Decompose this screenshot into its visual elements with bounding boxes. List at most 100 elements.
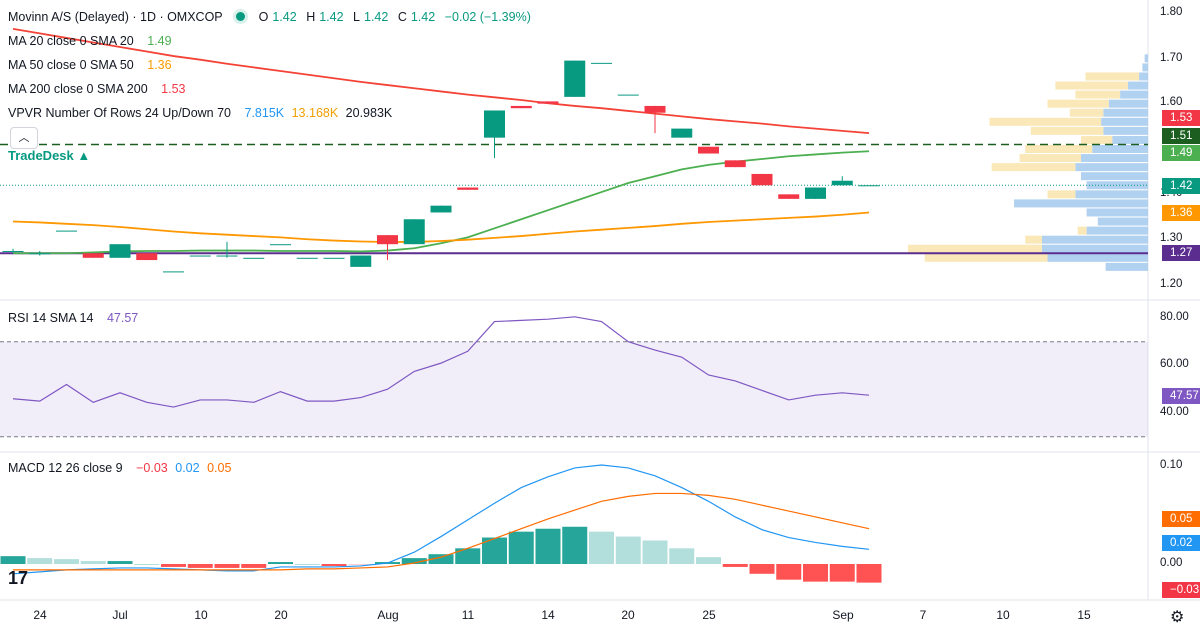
volume-profile-down-bar — [1075, 90, 1121, 99]
volume-profile-up-bar — [1103, 108, 1148, 117]
volume-profile-down-bar — [1047, 190, 1076, 199]
candle-body — [216, 255, 238, 257]
time-axis-label: 7 — [919, 608, 927, 622]
price-axis-label: 1.30 — [1160, 232, 1183, 244]
macd-histogram-bar — [134, 564, 160, 565]
macd-histogram-bar — [321, 564, 347, 566]
rsi-legend[interactable]: RSI 14 SMA 14 47.57 — [8, 311, 139, 325]
macd-hist-value: 0.05 — [207, 461, 232, 475]
volume-profile-up-bar — [1086, 226, 1148, 235]
macd-axis-label: 0.10 — [1160, 459, 1183, 471]
macd-histogram-bar — [455, 548, 481, 564]
time-axis-label: 25 — [702, 608, 716, 622]
volume-profile-up-bar — [1086, 181, 1148, 190]
volume-profile-down-bar — [991, 163, 1076, 172]
candle-body — [189, 255, 211, 257]
macd-histogram-bar — [749, 564, 775, 574]
high-value: 1.42 — [319, 10, 344, 24]
volume-profile-up-bar — [1014, 199, 1148, 208]
volume-profile-up-bar — [1144, 54, 1148, 63]
volume-profile-up-bar — [1139, 72, 1148, 81]
close-value: 1.42 — [410, 10, 436, 24]
candle-body — [698, 146, 719, 154]
candle-body — [457, 187, 479, 190]
macd-histogram-bar — [214, 564, 240, 568]
volume-profile-up-bar — [1075, 163, 1148, 172]
price-axis-label: 1.70 — [1160, 52, 1183, 64]
candle-body — [617, 94, 639, 96]
candle-body — [644, 105, 666, 113]
volume-profile-down-bar — [924, 253, 1048, 262]
rsi-axis-label: 80.00 — [1160, 311, 1189, 323]
rsi-axis-label: 60.00 — [1160, 358, 1189, 370]
candle-body — [29, 253, 51, 255]
rsi-band — [0, 341, 1148, 437]
last-price-tag: 1.42 — [1162, 178, 1200, 194]
macd-histogram-bar — [161, 564, 186, 567]
gear-icon[interactable]: ⚙ — [1170, 609, 1185, 626]
symbol-header: Movinn A/S (Delayed) · 1D · OMXCOP O 1.42… — [8, 10, 531, 24]
macd-histogram-bar — [107, 561, 133, 564]
time-axis-label: Aug — [377, 608, 399, 622]
macd-histogram-bar — [696, 557, 721, 564]
volume-profile-down-bar — [1019, 154, 1082, 163]
candle-body — [671, 128, 693, 138]
macd-value: −0.03 — [136, 461, 168, 475]
candle-body — [510, 105, 532, 109]
volume-profile-up-bar — [1081, 172, 1148, 181]
low-value: 1.42 — [364, 10, 389, 24]
candle-body — [403, 219, 425, 245]
volume-profile-up-bar — [1127, 81, 1148, 90]
candle-body — [831, 180, 853, 186]
macd-histogram-bar — [776, 564, 802, 580]
time-axis-label: 24 — [33, 608, 47, 622]
time-axis-label: 20 — [621, 608, 635, 622]
candle-body — [430, 205, 452, 213]
macd-histogram-bar — [803, 564, 828, 582]
macd-line — [12, 464, 870, 575]
macd-histogram-bar — [856, 564, 882, 583]
volume-profile-down-bar — [1077, 226, 1087, 235]
ma200-price-tag: 1.53 — [1162, 110, 1200, 126]
candle-body — [591, 62, 612, 64]
macd-histogram-bar — [615, 536, 641, 564]
market-status-icon — [236, 12, 246, 21]
time-axis-label: 14 — [541, 608, 555, 622]
macd-histogram-bar — [348, 564, 374, 565]
volume-profile-down-bar — [1025, 145, 1093, 153]
volume-profile-down-bar — [1025, 235, 1042, 244]
volume-profile-up-bar — [1041, 244, 1148, 253]
symbol-title[interactable]: Movinn A/S (Delayed) · 1D · OMXCOP — [8, 10, 223, 24]
collapse-legend-button[interactable]: ︿ — [10, 127, 38, 149]
vpvr-legend[interactable]: VPVR Number Of Rows 24 Up/Down 70 7.815K… — [8, 106, 393, 120]
volume-profile-up-bar — [1105, 262, 1148, 271]
macd-legend[interactable]: MACD 12 26 close 9 −0.03 0.02 0.05 — [8, 461, 232, 475]
volume-profile-down-bar — [1055, 81, 1128, 90]
volume-profile-up-bar — [1075, 190, 1148, 199]
volume-profile-down-bar — [1085, 72, 1140, 81]
rsi-value: 47.57 — [106, 311, 139, 325]
rsi-price-tag: 47.57 — [1162, 388, 1200, 404]
candle-body — [724, 160, 746, 168]
candle-body — [377, 235, 398, 245]
ma200-value: 1.53 — [161, 82, 186, 96]
tradedesk-label[interactable]: TradeDesk ▲ — [8, 148, 91, 163]
ma200-legend[interactable]: MA 200 close 0 SMA 200 1.53 — [8, 82, 186, 96]
tradingview-logo[interactable]: 17 — [8, 568, 29, 588]
time-axis-label: Jul — [112, 608, 128, 622]
volume-profile-up-bar — [1041, 235, 1148, 244]
candle-body — [109, 244, 131, 258]
ma50-legend[interactable]: MA 50 close 0 SMA 50 1.36 — [8, 58, 172, 72]
candle-body — [56, 230, 77, 232]
ma20-legend[interactable]: MA 20 close 0 SMA 20 1.49 — [8, 34, 172, 48]
candle-body — [296, 257, 318, 259]
price-axis-label: 1.80 — [1160, 6, 1183, 18]
macd-histogram-bar — [535, 528, 561, 564]
candle-body — [323, 257, 345, 259]
hline-price-tag: 1.27 — [1162, 245, 1200, 261]
moving-average-line — [12, 27, 870, 135]
volume-profile-down-bar — [1069, 108, 1104, 117]
macd-histogram-bar — [80, 561, 106, 564]
volume-profile-up-bar — [1081, 154, 1148, 163]
